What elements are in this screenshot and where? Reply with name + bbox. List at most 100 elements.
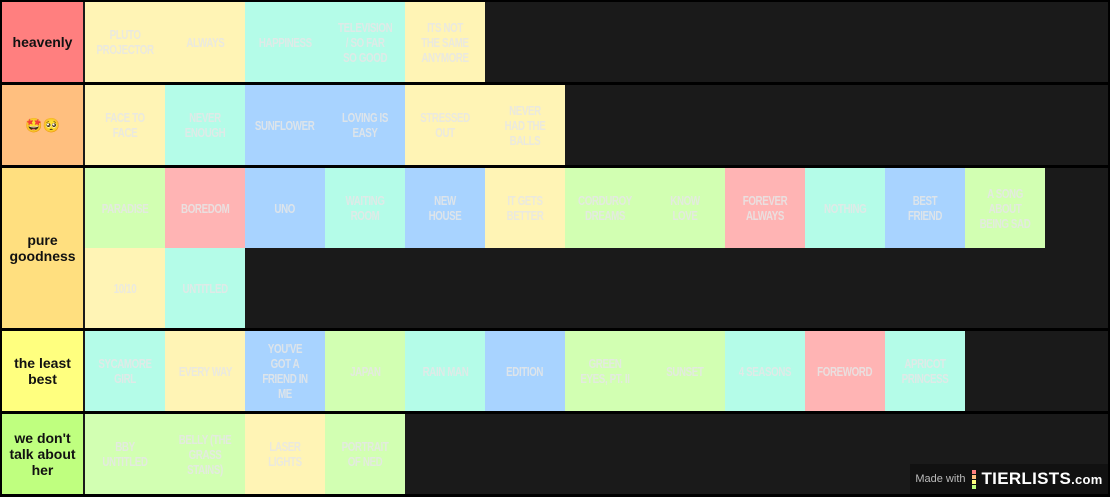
tierlists-logo-icon — [971, 469, 976, 489]
tier-item[interactable]: FOREVER ALWAYS — [725, 168, 805, 248]
tier-item-text: UNO — [274, 200, 296, 216]
tier-item[interactable]: WAITING ROOM — [325, 168, 405, 248]
logo-bar — [971, 479, 976, 484]
made-with-text: Made with — [915, 473, 966, 485]
tier-row: the least best SYCAMORE GIRL EVERY WAY YOU'… — [2, 331, 1108, 411]
tier-item[interactable]: YOU'VE GOT A FRIEND IN ME — [245, 331, 325, 411]
tier-item[interactable]: HAPPINESS — [245, 2, 325, 82]
tier-item[interactable]: APRICOT PRINCESS — [885, 331, 965, 411]
tier-item-text: JAPAN — [349, 363, 381, 379]
tier-item[interactable]: ITS NOT THE SAME ANYMORE — [405, 2, 485, 82]
tier-item-text: NEW HOUSE — [428, 193, 462, 223]
brand-name: TIERLISTS — [981, 469, 1072, 488]
tier-item-text: FOREVER ALWAYS — [742, 193, 788, 223]
tier-item-text: RAIN MAN — [422, 363, 468, 379]
tier-item-text: YOU'VE GOT A FRIEND IN ME — [262, 341, 308, 401]
tier-item[interactable]: FACE TO FACE — [85, 85, 165, 165]
tier-item-text: A SONG ABOUT BEING SAD — [979, 185, 1031, 231]
tier-item-text: GREEN EYES, PT. II — [580, 356, 630, 386]
tier-item[interactable]: PLUTO PROJECTOR — [85, 2, 165, 82]
logo-bar — [971, 469, 976, 474]
tier-item-text: UNTITLED — [182, 280, 228, 296]
tier-item-text: LASER LIGHTS — [268, 439, 302, 469]
tier-item[interactable]: NEVER ENOUGH — [165, 85, 245, 165]
tier-item[interactable]: NOTHING — [805, 168, 885, 248]
tier-item[interactable]: BELLY (THE GRASS STAINS) — [165, 414, 245, 494]
tier-item-text: CORDUROY DREAMS — [578, 193, 632, 223]
brand-tld: .com — [1071, 472, 1103, 487]
tier-item[interactable]: GREEN EYES, PT. II — [565, 331, 645, 411]
tier-item-text: BOREDOM — [180, 200, 230, 216]
tier-item[interactable]: KNOW LOVE — [645, 168, 725, 248]
logo-bar — [971, 474, 976, 479]
tier-item-text: FOREWORD — [817, 363, 873, 379]
tier-item-text: KNOW LOVE — [670, 193, 700, 223]
tier-item[interactable]: UNO — [245, 168, 325, 248]
tier-item[interactable]: JAPAN — [325, 331, 405, 411]
tier-items: FACE TO FACE NEVER ENOUGH SUNFLOWER LOVING … — [85, 85, 1105, 165]
tier-label[interactable]: 🤩🥺 — [2, 85, 83, 165]
tier-item-text: FACE TO FACE — [105, 110, 145, 140]
tier-item-text: APRICOT PRINCESS — [901, 356, 949, 386]
tier-row: we don't talk about her BBY UNTITLED BELLY… — [2, 414, 1108, 494]
tier-item-text: BELLY (THE GRASS STAINS) — [178, 431, 232, 477]
tier-items: PLUTO PROJECTOR ALWAYS HAPPINESS TELEVISION… — [85, 2, 1105, 82]
tier-item-text: ALWAYS — [185, 34, 225, 50]
tier-items: BBY UNTITLED BELLY (THE GRASS STAINS) LASE… — [85, 414, 1105, 494]
tier-item-text: WAITING ROOM — [345, 193, 385, 223]
tier-item[interactable]: IT GETS BETTER — [485, 168, 565, 248]
brand-text: TIERLISTS.com — [982, 469, 1103, 489]
tier-label[interactable]: pure goodness — [2, 168, 83, 328]
tier-label[interactable]: we don't talk about her — [2, 414, 83, 494]
tier-item-text: 10/10 — [113, 280, 137, 296]
tier-item-text: LOVING IS EASY — [342, 110, 388, 140]
tier-item[interactable]: TELEVISION / SO FAR SO GOOD — [325, 2, 405, 82]
tier-item-text: STRESSED OUT — [420, 110, 470, 140]
tier-items: PARADISE BOREDOM UNO WAITING ROOM NEW HOUSE I… — [85, 168, 1105, 328]
tier-item-text: IT GETS BETTER — [506, 193, 544, 223]
tier-label[interactable]: the least best — [2, 331, 83, 411]
tier-item-text: SYCAMORE GIRL — [98, 356, 152, 386]
tier-item-text: ITS NOT THE SAME ANYMORE — [421, 19, 469, 65]
tier-row: 🤩🥺 FACE TO FACE NEVER ENOUGH SUNFLOWER LOVIN… — [2, 85, 1108, 165]
tier-item[interactable]: SUNSET — [645, 331, 725, 411]
tier-item[interactable]: 4 SEASONS — [725, 331, 805, 411]
tier-item-text: SUNFLOWER — [255, 117, 315, 133]
tier-item-text: EVERY WAY — [178, 363, 232, 379]
tier-item[interactable]: EVERY WAY — [165, 331, 245, 411]
tier-item[interactable]: BBY UNTITLED — [85, 414, 165, 494]
tier-item-text: NOTHING — [823, 200, 867, 216]
tier-item[interactable]: PARADISE — [85, 168, 165, 248]
tier-item[interactable]: UNTITLED — [165, 248, 245, 328]
tier-item[interactable]: CORDUROY DREAMS — [565, 168, 645, 248]
tier-item-text: NEVER HAD THE BALLS — [504, 102, 546, 148]
tier-row: heavenly PLUTO PROJECTOR ALWAYS HAPPINESS TE… — [2, 2, 1108, 82]
tier-item[interactable]: A SONG ABOUT BEING SAD — [965, 168, 1045, 248]
tier-item-text: EDITION — [506, 363, 544, 379]
tier-item[interactable]: NEVER HAD THE BALLS — [485, 85, 565, 165]
tier-item[interactable]: LOVING IS EASY — [325, 85, 405, 165]
tier-item[interactable]: STRESSED OUT — [405, 85, 485, 165]
tier-item-text: PORTRAIT OF NED — [341, 439, 389, 469]
tier-row: pure goodness PARADISE BOREDOM UNO WAITING R… — [2, 168, 1108, 328]
tier-item[interactable]: SUNFLOWER — [245, 85, 325, 165]
tier-item[interactable]: NEW HOUSE — [405, 168, 485, 248]
tier-label[interactable]: heavenly — [2, 2, 83, 82]
tier-item[interactable]: 10/10 — [85, 248, 165, 328]
logo-bar — [971, 484, 976, 489]
tier-item[interactable]: PORTRAIT OF NED — [325, 414, 405, 494]
tier-item[interactable]: ALWAYS — [165, 2, 245, 82]
tier-item-text: PLUTO PROJECTOR — [96, 27, 154, 57]
tier-items: SYCAMORE GIRL EVERY WAY YOU'VE GOT A FRIEN… — [85, 331, 1105, 411]
tier-item-text: BEST FRIEND — [907, 193, 943, 223]
tier-item[interactable]: BOREDOM — [165, 168, 245, 248]
tier-item[interactable]: RAIN MAN — [405, 331, 485, 411]
tier-item[interactable]: FOREWORD — [805, 331, 885, 411]
tier-item[interactable]: SYCAMORE GIRL — [85, 331, 165, 411]
tier-item-text: SUNSET — [666, 363, 704, 379]
tier-item-text: HAPPINESS — [258, 34, 312, 50]
tier-item[interactable]: BEST FRIEND — [885, 168, 965, 248]
tier-item[interactable]: EDITION — [485, 331, 565, 411]
tier-item[interactable]: LASER LIGHTS — [245, 414, 325, 494]
